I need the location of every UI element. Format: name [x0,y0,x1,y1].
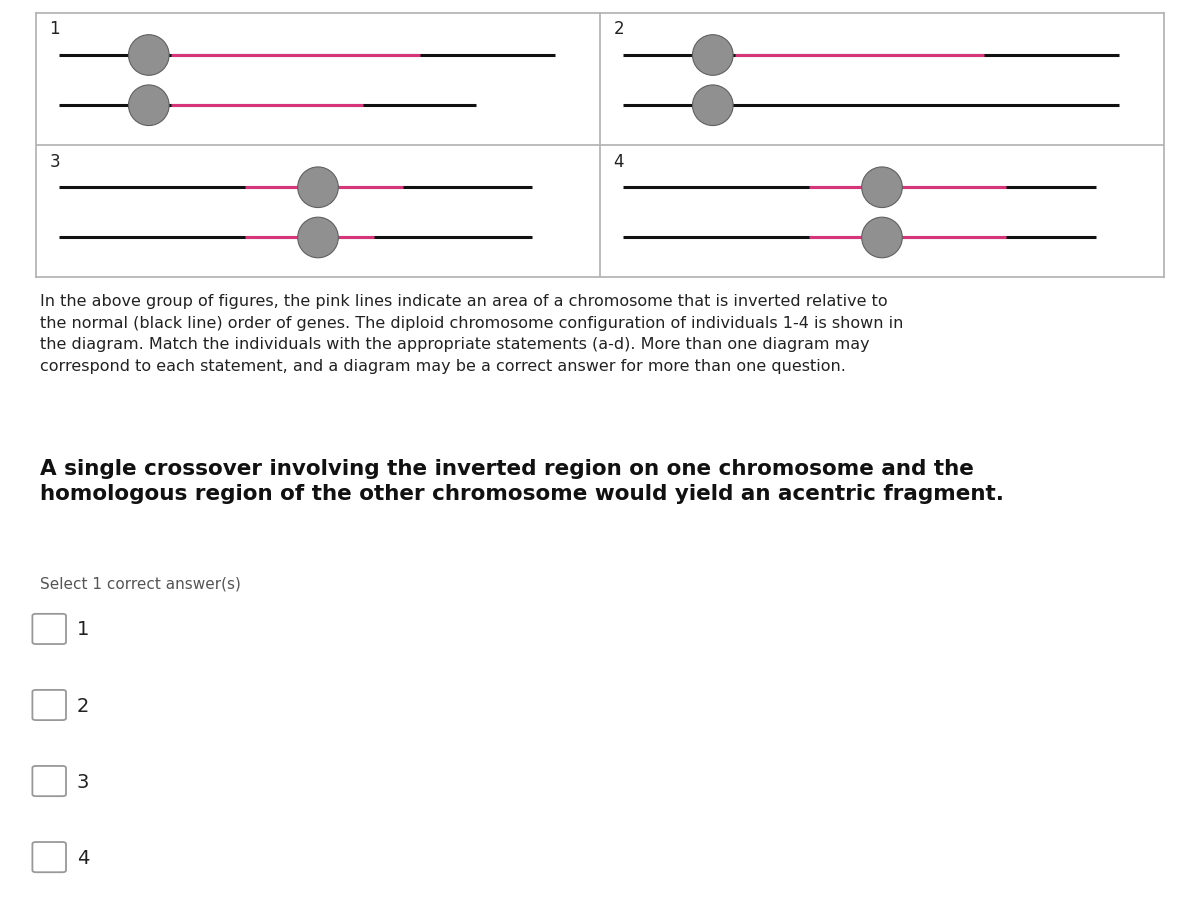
FancyBboxPatch shape [32,691,66,721]
Ellipse shape [298,168,338,209]
Text: 3: 3 [49,152,60,170]
Text: 4: 4 [613,152,624,170]
Text: In the above group of figures, the pink lines indicate an area of a chromosome t: In the above group of figures, the pink … [40,293,902,374]
FancyBboxPatch shape [32,842,66,872]
Text: A single crossover involving the inverted region on one chromosome and the
homol: A single crossover involving the inverte… [40,458,1003,504]
Text: 2: 2 [613,20,624,38]
Text: 1: 1 [49,20,60,38]
FancyBboxPatch shape [32,614,66,644]
Text: Select 1 correct answer(s): Select 1 correct answer(s) [40,576,240,590]
Text: 3: 3 [77,772,89,791]
Ellipse shape [692,36,733,77]
Text: 4: 4 [77,848,89,866]
Ellipse shape [298,218,338,259]
Ellipse shape [128,36,169,77]
Ellipse shape [128,86,169,127]
Text: 1: 1 [77,619,89,639]
Ellipse shape [862,168,902,209]
Text: 2: 2 [77,696,89,715]
FancyBboxPatch shape [32,766,66,796]
Ellipse shape [692,86,733,127]
Ellipse shape [862,218,902,259]
